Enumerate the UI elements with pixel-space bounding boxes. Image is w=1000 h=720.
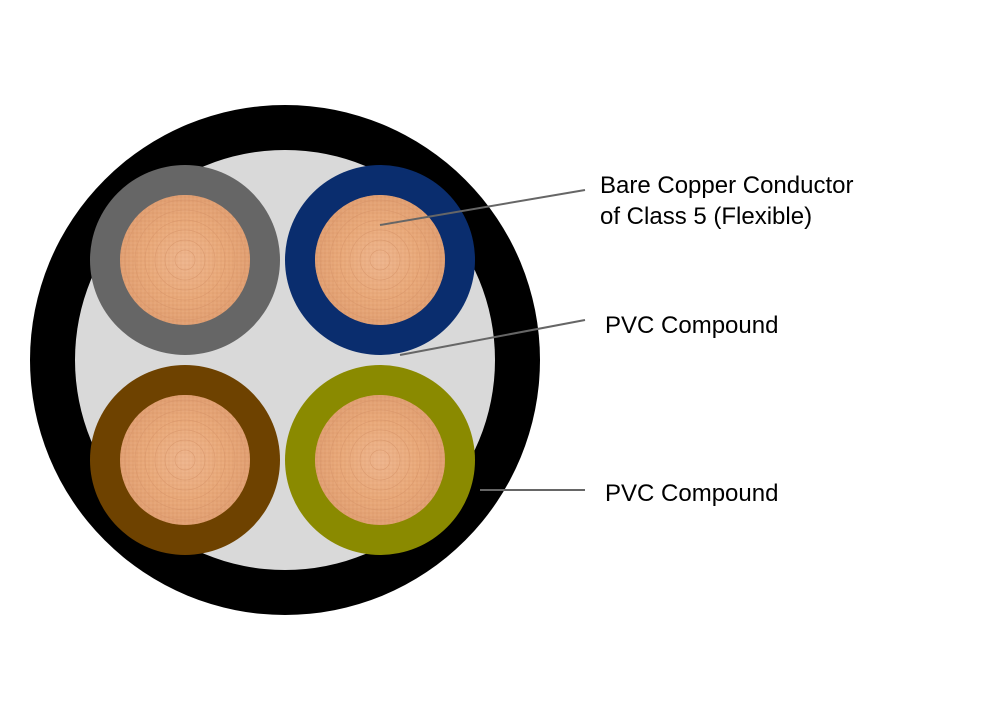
label-conductor-line1: Bare Copper Conductor <box>600 172 853 199</box>
conductor-bottom-left <box>90 365 280 555</box>
conductor-bottom-right <box>285 365 475 555</box>
label-conductor-line2: of Class 5 (Flexible) <box>600 203 812 230</box>
label-outer-sheath: PVC Compound <box>605 478 778 509</box>
label-outer-text: PVC Compound <box>605 480 778 507</box>
label-insulation-text: PVC Compound <box>605 312 778 339</box>
label-insulation: PVC Compound <box>605 310 778 341</box>
label-conductor: Bare Copper Conductor of Class 5 (Flexib… <box>600 170 853 232</box>
conductor-top-right <box>285 165 475 355</box>
cable-cross-section-diagram <box>0 0 1000 720</box>
conductor-top-left <box>90 165 280 355</box>
